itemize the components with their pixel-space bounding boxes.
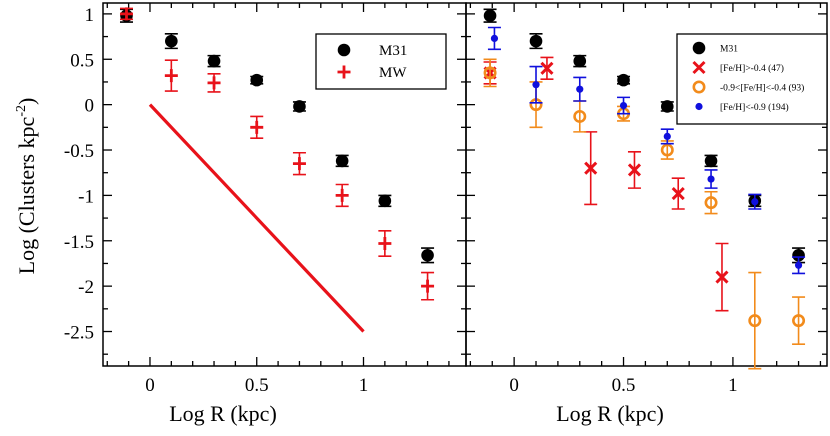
data-point [490, 34, 499, 42]
x-tick-label: 1 [359, 375, 369, 396]
legend-marker [692, 60, 706, 75]
y-tick-label: -2.5 [64, 323, 94, 344]
data-point [119, 7, 133, 21]
data-point [540, 61, 554, 75]
legend-marker [692, 80, 706, 94]
panel-left: 0 0.5 1 1 0.5 0 -0.5 -1 -1.5 -2 -2.5 M31 MW [64, 2, 467, 396]
y-tick-label: -1.5 [64, 232, 94, 253]
data-point [704, 154, 718, 168]
panel-right: 0 0.5 1 M31 [Fe/H]>-0.4 (47) -0.9<[Fe/H]<-0.4… [465, 2, 828, 396]
data-point [660, 100, 674, 113]
legend-marker [692, 41, 706, 55]
legend-marker [337, 65, 351, 79]
data-point [250, 120, 264, 134]
series-1 [119, 7, 435, 301]
error-bar [748, 271, 762, 370]
x-tick-label: 0.5 [245, 375, 269, 396]
data-point [293, 100, 306, 113]
data-point [794, 261, 803, 269]
data-point [671, 187, 685, 201]
data-point [663, 132, 671, 141]
y-tick-label: 1 [85, 5, 95, 26]
data-point [751, 198, 759, 206]
legend-marker [337, 43, 351, 57]
legend: M31 MW [315, 33, 447, 90]
y-tick-label: -2 [78, 277, 94, 298]
data-point [335, 188, 349, 202]
series-2 [483, 58, 806, 370]
data-point [748, 314, 762, 328]
data-point [483, 9, 497, 23]
legend-label: M31 [720, 45, 738, 55]
y-tick-label: -1 [78, 186, 94, 207]
data-point [529, 34, 543, 48]
y-tick-label: 0 [85, 96, 95, 117]
legend-label: [Fe/H]>-0.4 (47) [720, 63, 784, 74]
data-point [165, 34, 178, 48]
y-axis-title: Log (Clusters kpc-2) [14, 98, 39, 275]
error-bar [704, 190, 718, 215]
data-point [378, 194, 392, 208]
data-point [378, 236, 392, 250]
x-axis-title-right: Log R (kpc) [556, 401, 664, 426]
data-point [573, 54, 587, 68]
data-point [573, 109, 587, 123]
x-tick-label: 0 [509, 375, 519, 396]
legend-label: MW [379, 65, 407, 81]
data-point [792, 314, 806, 328]
reference-line [148, 103, 365, 333]
data-point [532, 81, 540, 89]
series-3 [487, 26, 806, 275]
data-point [250, 73, 264, 87]
plot-frame [465, 2, 828, 367]
x-axis-title-left: Log R (kpc) [169, 401, 277, 426]
data-point [207, 76, 221, 90]
legend-marker [695, 102, 703, 111]
legend-label: [Fe/H]<-0.9 (194) [720, 102, 789, 113]
y-tick-label: 0.5 [70, 50, 94, 71]
x-tick-label: 1 [728, 375, 738, 396]
data-point [483, 66, 497, 80]
data-point [207, 54, 221, 68]
data-point [707, 175, 715, 183]
x-tick-label: 0.5 [612, 375, 636, 396]
data-point [627, 163, 642, 177]
legend: M31 [Fe/H]>-0.4 (47) -0.9<[Fe/H]<-0.4 (93)… [676, 33, 828, 125]
y-tick-label: -0.5 [64, 141, 94, 162]
data-point [584, 161, 598, 175]
data-point [660, 143, 674, 157]
data-point [617, 73, 630, 87]
data-point [619, 101, 628, 110]
x-tick-label: 0 [145, 375, 155, 396]
data-point [576, 85, 584, 93]
data-point [292, 157, 306, 171]
data-point [421, 279, 435, 293]
data-point [164, 69, 178, 83]
data-point [704, 196, 718, 210]
data-point [421, 248, 434, 262]
axis-titles: Log R (kpc) Log R (kpc) Log (Clusters kp… [14, 98, 664, 426]
error-bar [483, 58, 497, 88]
error-bar [792, 296, 806, 346]
data-point [792, 248, 805, 262]
legend-label: M31 [379, 43, 407, 59]
data-point [335, 154, 349, 168]
data-point [715, 270, 729, 284]
legend-label: -0.9<[Fe/H]<-0.4 (93) [720, 83, 804, 94]
legend-box [315, 33, 447, 90]
